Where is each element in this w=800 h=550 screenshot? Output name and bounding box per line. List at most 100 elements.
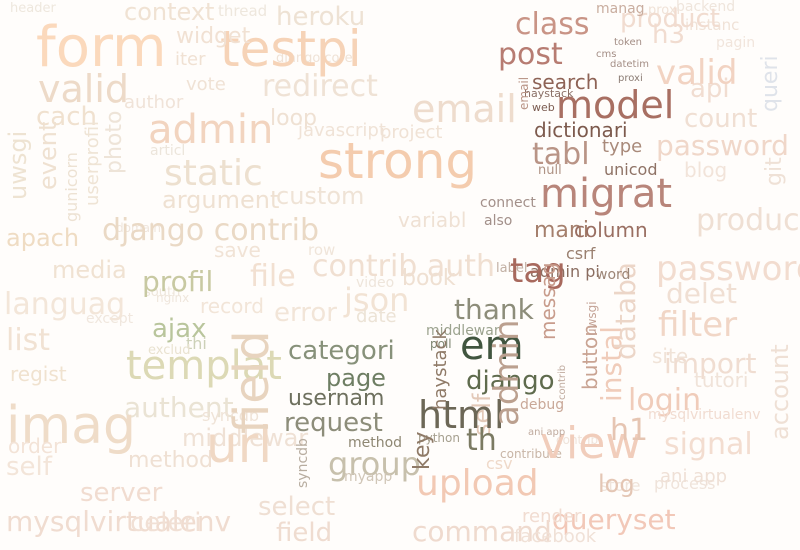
word: valid xyxy=(656,53,738,93)
word: key xyxy=(410,431,435,470)
word: model xyxy=(556,83,675,127)
word: syncdb xyxy=(295,438,311,488)
word: middlewar xyxy=(182,424,309,452)
word: form xyxy=(36,15,167,80)
word: articl xyxy=(150,143,186,159)
word: date xyxy=(356,306,397,327)
word: column xyxy=(574,218,648,242)
word: categori xyxy=(288,336,395,366)
word: author xyxy=(124,92,184,113)
word: product xyxy=(620,4,721,34)
word: languag xyxy=(4,287,126,322)
word: imag xyxy=(6,396,136,456)
word: login xyxy=(628,383,702,418)
word: django contrib xyxy=(102,213,320,248)
word: haystack xyxy=(430,329,451,410)
word: csrf xyxy=(566,244,596,263)
word: search xyxy=(532,70,599,94)
word: ajax xyxy=(152,314,207,344)
word: valid xyxy=(38,67,130,111)
word: authent xyxy=(124,391,234,424)
word: unicod xyxy=(604,160,658,179)
word: media xyxy=(52,256,127,284)
word: admin pi xyxy=(530,262,600,281)
word: web xyxy=(532,101,555,114)
word: python xyxy=(418,431,460,445)
word: row xyxy=(308,241,336,259)
word: email xyxy=(412,87,517,131)
word: pagin xyxy=(716,35,756,51)
word: uwsgi xyxy=(585,301,599,336)
word: connect xyxy=(480,195,536,211)
word: delet xyxy=(666,277,737,310)
word: mysqlvirtualenv xyxy=(648,407,761,423)
word: select xyxy=(258,492,336,522)
word: post xyxy=(498,37,563,72)
word: command xyxy=(412,515,552,548)
word: backend xyxy=(676,0,736,15)
word: apach xyxy=(6,224,80,252)
word: order xyxy=(8,434,62,458)
word: tabl xyxy=(532,137,590,172)
word: mysqlvirtualenv xyxy=(6,505,232,538)
word: password xyxy=(656,129,789,162)
word: admin xyxy=(148,107,274,153)
word: password xyxy=(656,249,800,289)
word: thank xyxy=(454,293,534,326)
word: view xyxy=(540,418,642,469)
word: admin xyxy=(487,319,527,426)
word: syncdb xyxy=(202,406,260,425)
word: exclud xyxy=(148,343,191,358)
word: h3 xyxy=(652,20,686,50)
word: product xyxy=(696,203,800,238)
word: regist xyxy=(10,362,67,386)
word: book xyxy=(402,266,456,291)
word: heroku xyxy=(276,2,366,32)
word: filter xyxy=(658,305,738,345)
word: type xyxy=(602,136,643,157)
word: label xyxy=(496,261,528,276)
word: messag xyxy=(536,262,560,340)
word: templat xyxy=(126,343,282,389)
word: tag xyxy=(510,251,566,291)
word: contrib auth xyxy=(312,249,496,284)
word: save xyxy=(214,238,261,262)
word: blog xyxy=(684,158,728,182)
word: em xyxy=(460,323,524,369)
word: site xyxy=(652,344,689,368)
word: mani xyxy=(534,218,589,243)
word: signal xyxy=(664,427,753,462)
word: domain xyxy=(116,221,161,235)
word: south xyxy=(144,285,181,300)
word: event xyxy=(34,121,62,190)
word: process xyxy=(654,474,716,493)
word: account xyxy=(766,344,794,440)
word: method xyxy=(348,435,403,451)
word: upload xyxy=(416,463,539,504)
word: queri xyxy=(758,55,783,112)
word: contrib xyxy=(557,364,568,400)
word: field xyxy=(224,330,280,434)
word: proxi xyxy=(648,3,681,18)
word: usernam xyxy=(288,386,385,411)
word: context xyxy=(124,0,215,26)
word: also xyxy=(484,213,513,229)
word: server xyxy=(80,478,163,508)
word: queryset xyxy=(552,503,676,536)
word: static xyxy=(164,153,263,194)
word: class xyxy=(515,7,590,42)
word: userprofil xyxy=(82,120,103,206)
word: error xyxy=(274,298,337,328)
word: header xyxy=(10,1,56,16)
word: th xyxy=(466,423,497,458)
word: json xyxy=(344,281,410,319)
word: middlewar xyxy=(426,323,500,339)
word: variabl xyxy=(398,208,467,232)
word: proxi xyxy=(618,73,643,84)
word: thi xyxy=(186,334,207,353)
word: custom xyxy=(276,182,365,210)
word: except xyxy=(86,311,134,327)
word: method xyxy=(128,448,213,473)
word: uwsgi xyxy=(4,130,32,200)
